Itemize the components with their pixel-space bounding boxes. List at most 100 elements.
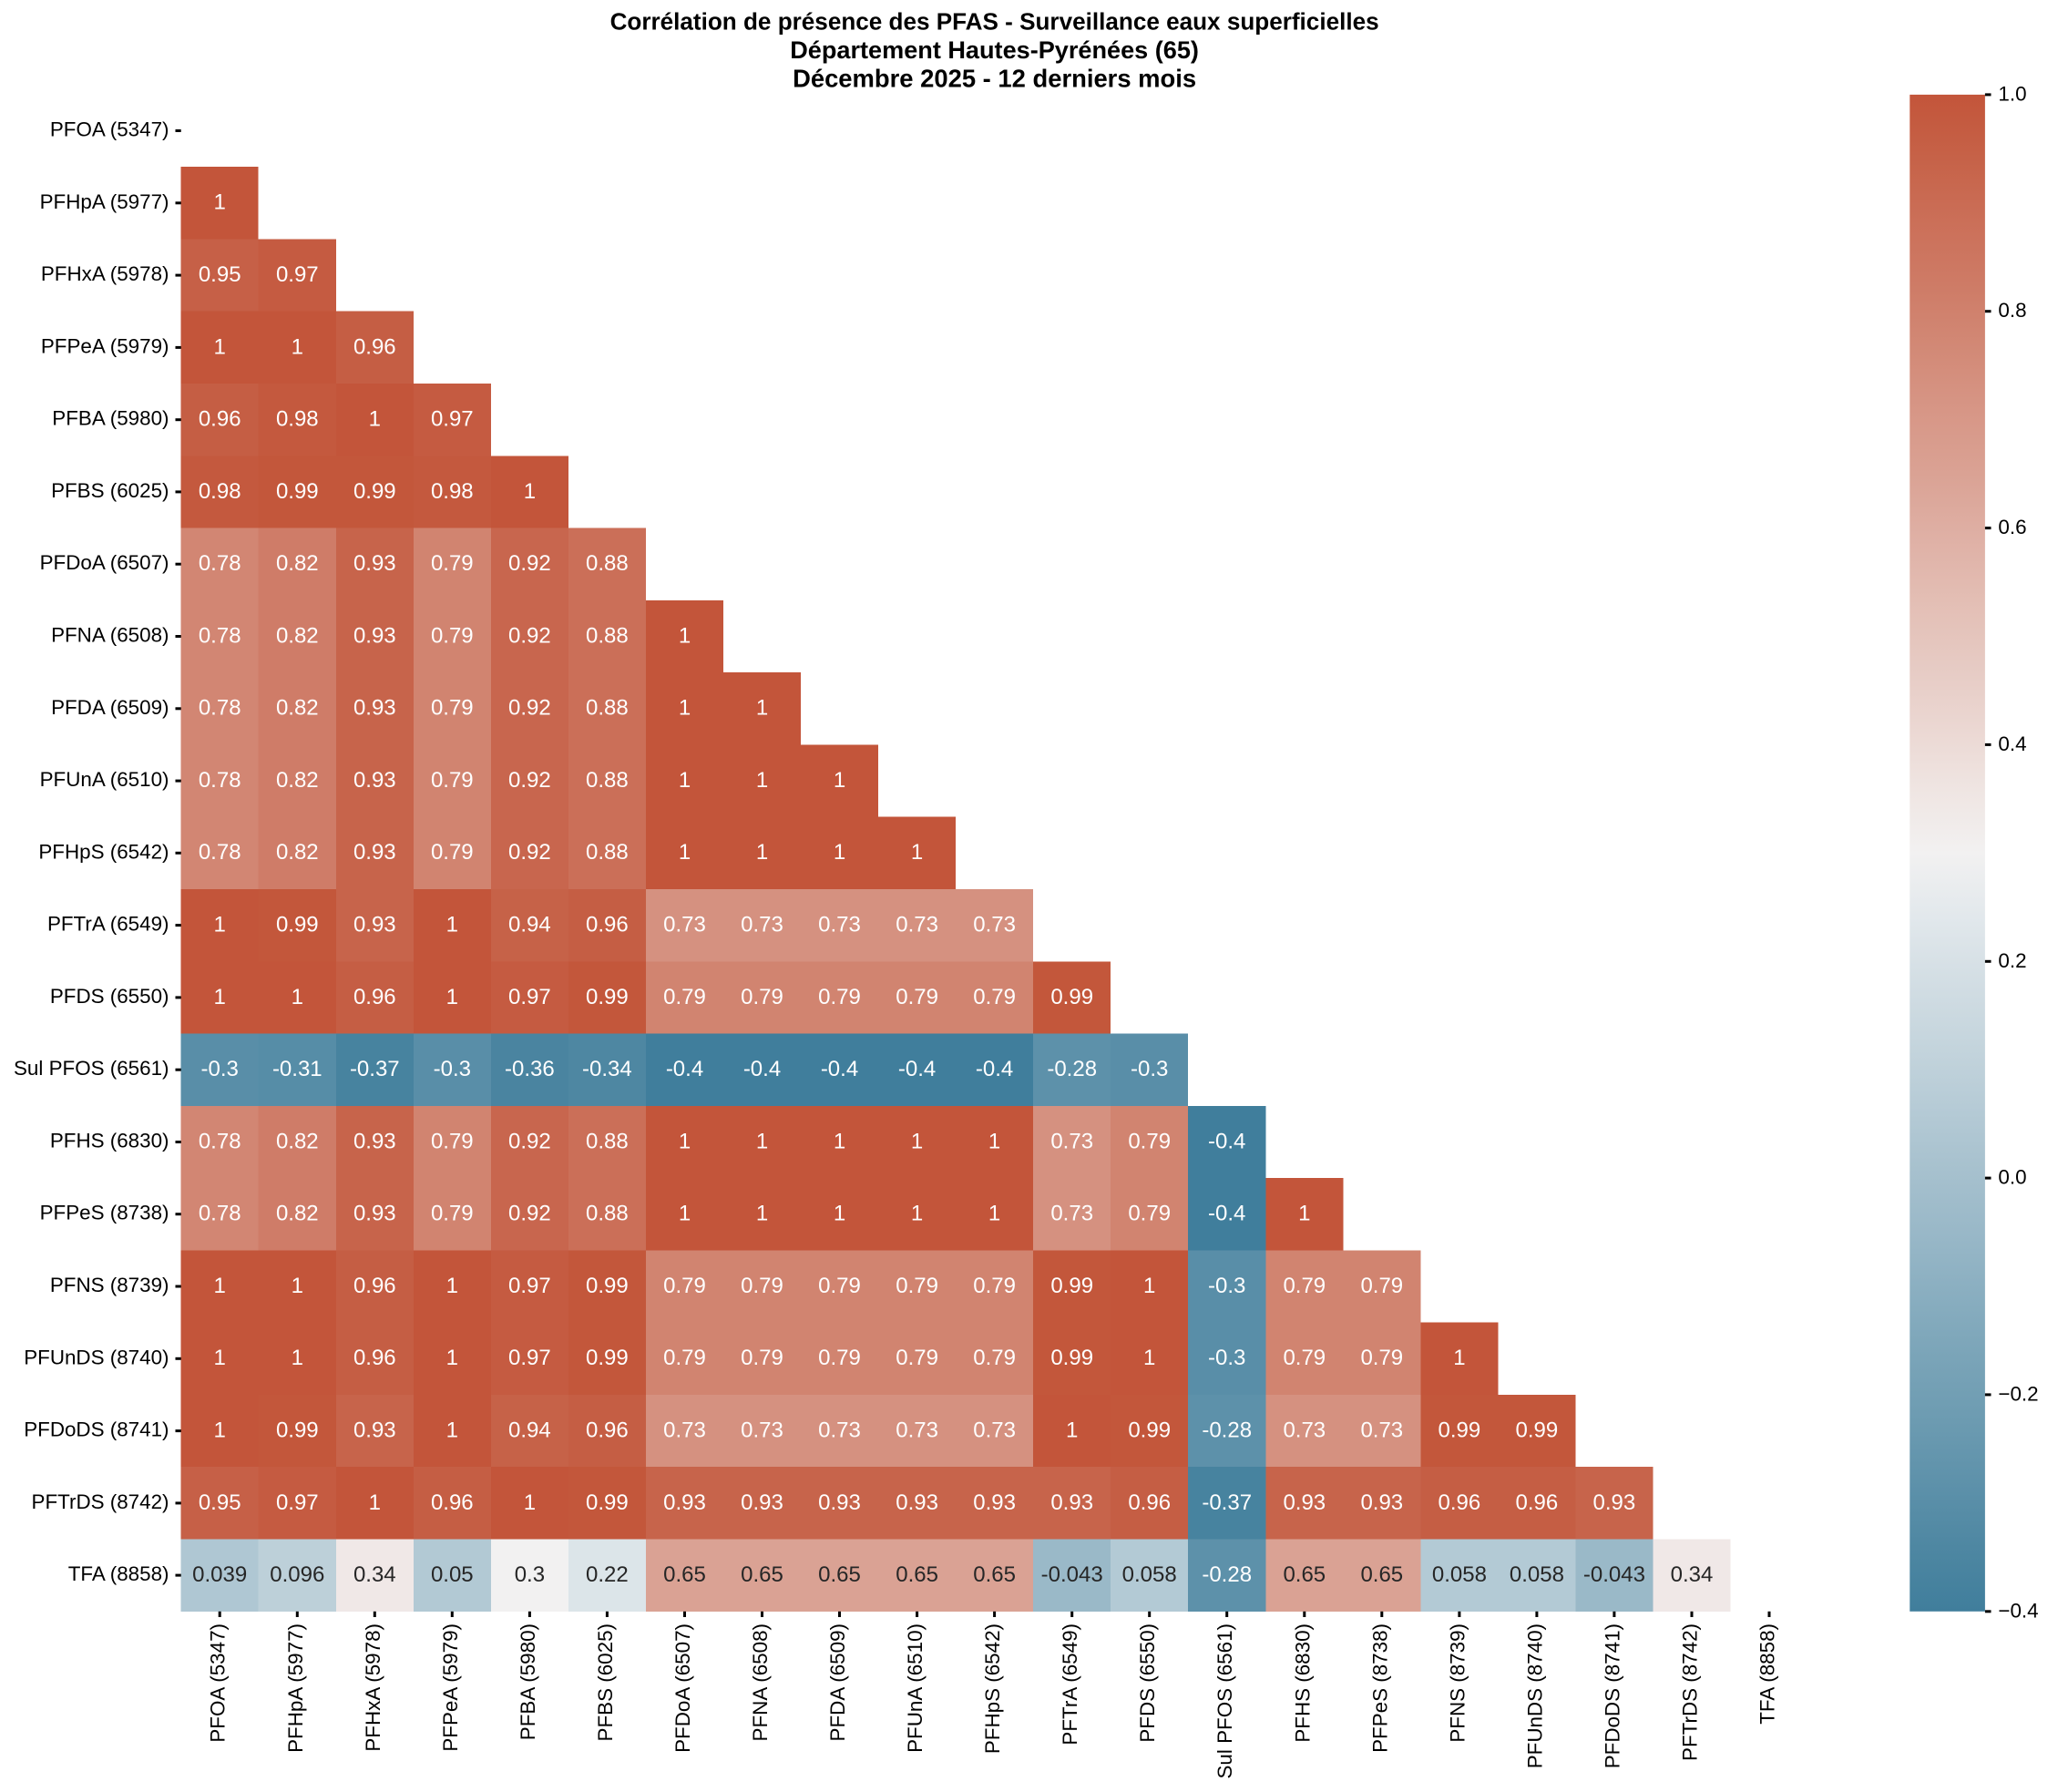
svg-text:0.92: 0.92 [508,1202,551,1226]
svg-text:1: 1 [679,1129,691,1153]
svg-text:PFOA (5347): PFOA (5347) [207,1623,230,1743]
svg-text:0.93: 0.93 [353,551,396,576]
svg-text:0.73: 0.73 [896,1418,938,1443]
svg-text:1: 1 [214,334,226,359]
svg-text:0.79: 0.79 [973,1346,1016,1370]
svg-text:0.79: 0.79 [896,985,938,1009]
svg-text:0.96: 0.96 [353,985,396,1009]
svg-text:0.78: 0.78 [199,768,241,793]
svg-text:0.79: 0.79 [741,1346,783,1370]
svg-text:1: 1 [679,1202,691,1226]
svg-text:0.97: 0.97 [508,1346,551,1370]
svg-text:1: 1 [446,1346,458,1370]
svg-text:1: 1 [214,913,226,937]
svg-text:0.99: 0.99 [1050,1274,1093,1298]
svg-text:0.96: 0.96 [353,334,396,359]
svg-text:0.96: 0.96 [1516,1490,1559,1515]
svg-text:0.6: 0.6 [1998,516,2026,538]
svg-text:0.73: 0.73 [663,1418,706,1443]
svg-text:PFDoA (6507): PFDoA (6507) [671,1623,694,1753]
svg-text:0.73: 0.73 [896,913,938,937]
svg-text:PFTrDS (8742): PFTrDS (8742) [32,1490,169,1513]
svg-text:0.92: 0.92 [508,623,551,648]
svg-text:0.97: 0.97 [276,262,319,287]
svg-text:1: 1 [446,913,458,937]
svg-text:Sul PFOS (6561): Sul PFOS (6561) [1213,1623,1236,1779]
svg-text:1: 1 [1066,1418,1078,1443]
svg-text:0.99: 0.99 [276,479,319,504]
svg-text:0.99: 0.99 [586,985,629,1009]
svg-text:PFPeA (5979): PFPeA (5979) [41,334,169,357]
svg-text:0.79: 0.79 [663,1346,706,1370]
svg-text:0.88: 0.88 [586,1129,629,1153]
svg-text:PFBA (5980): PFBA (5980) [52,407,169,430]
svg-text:0.94: 0.94 [508,1418,551,1443]
svg-text:0.79: 0.79 [818,1346,861,1370]
svg-text:1: 1 [1298,1202,1310,1226]
svg-text:1: 1 [834,840,845,865]
svg-text:0.79: 0.79 [431,1129,474,1153]
svg-text:0.73: 0.73 [1360,1418,1403,1443]
svg-text:-0.28: -0.28 [1047,1057,1097,1081]
svg-text:-0.31: -0.31 [272,1057,323,1081]
svg-text:TFA (8858): TFA (8858) [1756,1623,1779,1725]
svg-text:0.73: 0.73 [663,913,706,937]
svg-text:0.97: 0.97 [508,1274,551,1298]
svg-text:0.82: 0.82 [276,1129,319,1153]
svg-text:-0.4: -0.4 [821,1057,858,1081]
svg-text:0.79: 0.79 [973,1274,1016,1298]
svg-text:0.79: 0.79 [431,696,474,721]
svg-text:0.96: 0.96 [353,1346,396,1370]
svg-text:PFPeS (8738): PFPeS (8738) [40,1202,169,1224]
svg-text:1: 1 [679,696,691,721]
svg-text:1: 1 [911,1129,923,1153]
svg-text:-0.043: -0.043 [1041,1562,1103,1587]
svg-text:-0.28: -0.28 [1202,1418,1252,1443]
svg-text:-0.4: -0.4 [1208,1129,1245,1153]
svg-text:0.98: 0.98 [431,479,474,504]
svg-text:PFPeS (8738): PFPeS (8738) [1368,1623,1391,1753]
svg-text:0.82: 0.82 [276,696,319,721]
svg-text:0.96: 0.96 [1439,1490,1481,1515]
svg-text:-0.3: -0.3 [1208,1346,1245,1370]
svg-text:0.93: 0.93 [353,1202,396,1226]
svg-text:0.93: 0.93 [1360,1490,1403,1515]
svg-text:PFBS (6025): PFBS (6025) [594,1623,617,1741]
svg-text:PFDS (6550): PFDS (6550) [50,985,169,1008]
svg-text:0.96: 0.96 [353,1274,396,1298]
svg-text:0.93: 0.93 [663,1490,706,1515]
svg-text:0.3: 0.3 [515,1562,545,1587]
svg-text:0.65: 0.65 [973,1562,1016,1587]
svg-text:-0.37: -0.37 [350,1057,400,1081]
svg-text:1: 1 [679,623,691,648]
svg-text:0.65: 0.65 [663,1562,706,1587]
svg-text:0.88: 0.88 [586,1202,629,1226]
svg-text:-0.37: -0.37 [1202,1490,1252,1515]
svg-text:PFUnDS (8740): PFUnDS (8740) [24,1346,169,1368]
svg-text:0.34: 0.34 [1671,1562,1714,1587]
svg-text:-0.28: -0.28 [1202,1562,1252,1587]
svg-text:0.05: 0.05 [431,1562,474,1587]
svg-text:-0.4: -0.4 [976,1057,1013,1081]
svg-text:0.4: 0.4 [1998,732,2026,755]
svg-text:1: 1 [756,768,768,793]
svg-text:0.99: 0.99 [586,1346,629,1370]
svg-text:0.92: 0.92 [508,768,551,793]
svg-text:-0.3: -0.3 [1208,1274,1245,1298]
svg-text:0.8: 0.8 [1998,299,2026,322]
svg-text:0.058: 0.058 [1510,1562,1564,1587]
svg-text:0.79: 0.79 [741,1274,783,1298]
svg-text:PFNA (6508): PFNA (6508) [749,1623,772,1741]
svg-text:0.93: 0.93 [353,840,396,865]
svg-text:-0.4: -0.4 [898,1057,936,1081]
svg-text:0.79: 0.79 [1360,1346,1403,1370]
svg-text:PFTrA (6549): PFTrA (6549) [1059,1623,1081,1746]
svg-text:1: 1 [834,768,845,793]
svg-text:PFBS (6025): PFBS (6025) [51,479,169,502]
svg-text:1: 1 [834,1129,845,1153]
svg-text:0.79: 0.79 [1360,1274,1403,1298]
svg-text:0.96: 0.96 [431,1490,474,1515]
svg-text:1: 1 [524,479,536,504]
svg-text:0.93: 0.93 [353,913,396,937]
svg-text:0.99: 0.99 [586,1274,629,1298]
